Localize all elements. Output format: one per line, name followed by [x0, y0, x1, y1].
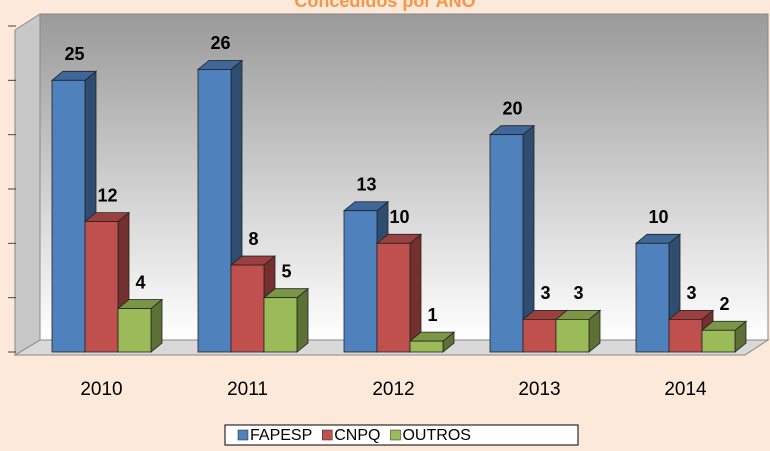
bar-side — [296, 287, 309, 353]
bar — [197, 69, 232, 353]
data-label: 26 — [210, 33, 230, 53]
x-tick-label: 2012 — [372, 379, 414, 400]
bar — [409, 340, 444, 353]
legend-label: CNPQ — [334, 427, 380, 444]
bar — [522, 318, 557, 353]
bar — [343, 210, 378, 353]
data-label: 13 — [356, 174, 376, 194]
data-label: 3 — [686, 283, 696, 303]
x-tick-label: 2010 — [80, 379, 122, 400]
bar — [230, 264, 265, 353]
bar — [51, 79, 86, 353]
data-label: 10 — [648, 207, 668, 227]
data-label: 5 — [281, 261, 291, 281]
bar — [117, 308, 152, 353]
chart-title: Concedidos por ANO — [294, 0, 475, 11]
bar — [668, 318, 703, 353]
legend-swatch — [390, 429, 401, 441]
data-label: 3 — [540, 283, 550, 303]
bar — [555, 318, 590, 353]
bar — [376, 242, 411, 353]
data-label: 20 — [502, 98, 522, 118]
legend-label: FAPESP — [250, 427, 312, 444]
legend-box — [224, 424, 579, 446]
legend-label: OUTROS — [402, 427, 470, 444]
bar — [263, 297, 298, 353]
x-tick-label: 2013 — [518, 379, 560, 400]
data-label: 1 — [427, 305, 437, 325]
bar — [635, 242, 670, 353]
x-tick-label: 2011 — [227, 379, 268, 400]
x-tick-label: 2014 — [664, 379, 707, 400]
data-label: 10 — [389, 207, 409, 227]
bar — [701, 329, 736, 353]
data-label: 12 — [97, 185, 117, 205]
data-label: 4 — [135, 272, 145, 292]
legend-swatch — [237, 429, 249, 441]
data-label: 8 — [248, 229, 258, 249]
data-label: 3 — [573, 283, 583, 303]
bar — [489, 134, 524, 353]
data-label: 2 — [719, 294, 729, 314]
data-label: 25 — [64, 44, 84, 64]
legend-swatch — [322, 429, 333, 441]
side-wall — [14, 13, 41, 356]
bar — [84, 221, 119, 353]
